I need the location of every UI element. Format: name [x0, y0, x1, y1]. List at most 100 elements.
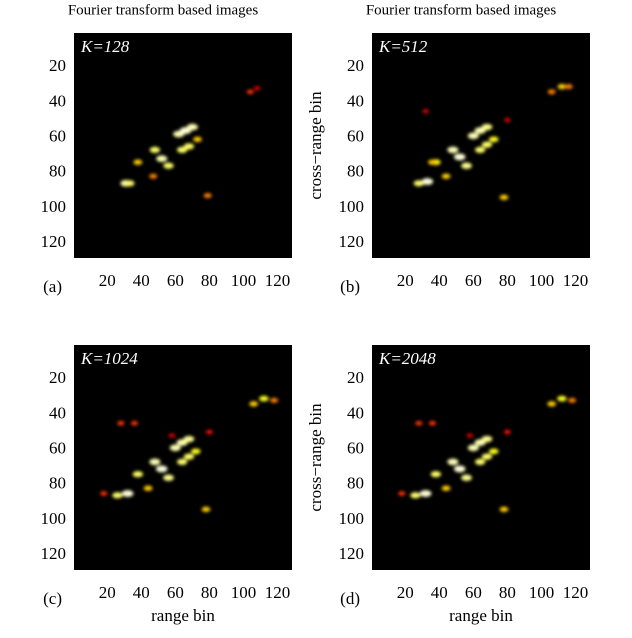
spots	[413, 83, 573, 201]
spot	[100, 491, 108, 496]
heatmap-background	[74, 345, 292, 570]
y-tick-label: 40	[49, 91, 66, 110]
spot	[155, 465, 168, 473]
annotation: K=2048	[378, 349, 436, 368]
x-tick-label: 80	[201, 583, 218, 602]
spot	[488, 136, 499, 143]
x-tick-label: 120	[563, 583, 589, 602]
x-tick-label: 60	[465, 583, 482, 602]
spot	[499, 506, 509, 513]
spot	[149, 458, 161, 466]
spot	[421, 178, 434, 185]
heatmap-background	[372, 345, 590, 570]
y-tick-label: 60	[347, 438, 364, 457]
spot	[124, 180, 135, 187]
x-tick-label: 40	[431, 271, 448, 290]
spot	[190, 448, 201, 455]
spot	[176, 146, 188, 153]
y-tick-label: 20	[347, 56, 364, 75]
panel-label: (c)	[43, 589, 62, 608]
spot	[413, 180, 425, 187]
spots	[120, 86, 261, 199]
x-tick-label: 60	[167, 583, 184, 602]
x-tick-label: 120	[265, 271, 291, 290]
spot	[415, 420, 423, 426]
x-tick-label: 20	[99, 271, 116, 290]
y-tick-label: 60	[49, 126, 66, 145]
spot	[447, 146, 459, 154]
spot	[253, 86, 261, 91]
x-tick-label: 100	[231, 271, 257, 290]
x-tick-label: 120	[563, 271, 589, 290]
y-tick-label: 40	[49, 403, 66, 422]
spot	[504, 117, 511, 123]
spot	[557, 83, 567, 90]
y-tick-label: 100	[41, 509, 67, 528]
heatmap-background	[372, 33, 590, 258]
y-tick-label: 40	[347, 91, 364, 110]
spot	[259, 395, 269, 402]
x-tick-label: 40	[133, 583, 150, 602]
y-tick-label: 60	[49, 438, 66, 457]
spot	[447, 458, 459, 466]
x-tick-label: 100	[529, 583, 555, 602]
spot	[481, 453, 493, 460]
spot	[163, 162, 174, 169]
x-tick-label: 60	[465, 271, 482, 290]
y-axis-label: cross−range bin	[306, 91, 325, 200]
y-tick-label: 20	[49, 56, 66, 75]
y-tick-label: 80	[49, 162, 66, 181]
y-tick-label: 40	[347, 403, 364, 422]
spot	[149, 146, 161, 153]
spot	[441, 173, 451, 179]
spot	[201, 506, 211, 513]
spot	[205, 429, 213, 435]
spot	[143, 485, 153, 491]
spot	[169, 444, 181, 452]
spot	[183, 435, 195, 443]
y-tick-label: 20	[347, 368, 364, 387]
y-tick-label: 120	[339, 232, 365, 251]
spot	[474, 458, 486, 465]
panel-label: (b)	[340, 277, 360, 296]
spot	[453, 465, 466, 473]
x-tick-label: 20	[397, 583, 414, 602]
spot	[130, 420, 139, 426]
spot	[557, 395, 567, 402]
spot	[499, 194, 509, 201]
spot	[481, 141, 493, 148]
spot	[133, 159, 143, 165]
spot	[193, 136, 202, 143]
spot	[461, 162, 472, 169]
spot	[453, 153, 466, 161]
y-tick-label: 80	[347, 162, 364, 181]
y-tick-label: 100	[339, 509, 365, 528]
annotation: K=1024	[80, 349, 138, 368]
spot	[481, 435, 493, 443]
spot	[398, 491, 406, 496]
spot	[112, 492, 123, 499]
spot	[467, 444, 479, 452]
spot	[466, 433, 474, 438]
spot	[568, 397, 577, 403]
y-tick-label: 100	[41, 197, 67, 216]
y-tick-label: 80	[347, 474, 364, 493]
x-tick-label: 120	[265, 583, 291, 602]
x-tick-label: 100	[231, 583, 257, 602]
y-tick-label: 120	[339, 544, 365, 563]
annotation: K=512	[378, 37, 428, 56]
spot	[117, 420, 125, 426]
x-tick-label: 40	[431, 583, 448, 602]
spot	[249, 401, 259, 407]
spot	[163, 474, 174, 481]
spot	[547, 89, 556, 95]
spot	[203, 193, 212, 199]
spot	[410, 492, 421, 499]
x-axis-label: range bin	[449, 606, 513, 625]
annotation: K=128	[80, 37, 130, 56]
x-tick-label: 100	[529, 271, 555, 290]
spot	[430, 471, 442, 478]
spot	[474, 146, 486, 153]
x-tick-label: 40	[133, 271, 150, 290]
y-tick-label: 80	[49, 474, 66, 493]
